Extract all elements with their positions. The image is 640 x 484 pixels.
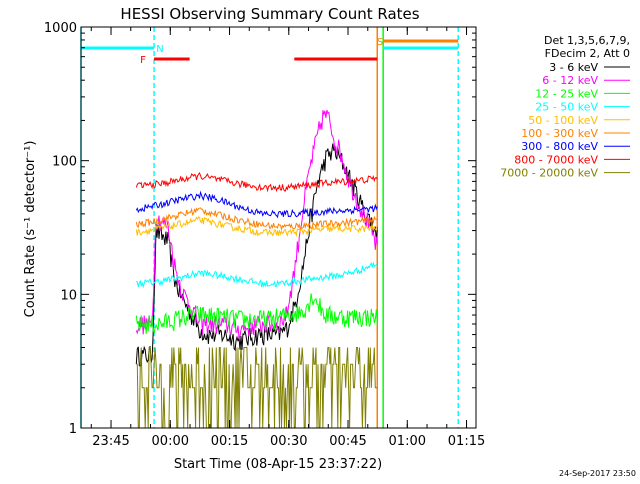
legend: Det 1,3,5,6,7,9,FDecim 2, Att 03 - 6 keV… [500,34,630,180]
annotation-label-s: S [377,37,383,48]
plot-frame [80,26,477,429]
y-tick-label-0: 1 [69,422,77,437]
legend-label-7: 800 - 7000 keV [514,153,598,166]
series-line-7 [135,171,378,193]
y-tick-label-1: 10 [60,288,77,303]
axes: 23:45 00:00 00:15 00:30 00:45 01:00 01:15 1 10 10… [44,21,485,449]
legend-header-1: FDecim 2, Att 0 [545,47,630,60]
legend-label-3: 25 - 50 keV [535,101,598,114]
x-axis-label: Start Time (08-Apr-15 23:37:22) [174,457,382,472]
y-tick-label-3: 1000 [44,21,77,36]
x-tick-label-3: 00:30 [270,434,307,449]
x-tick-label-4: 00:45 [329,434,366,449]
legend-label-8: 7000 - 20000 keV [500,167,598,180]
series-line-6 [135,190,378,219]
data-series [135,109,378,429]
series-line-8 [136,347,378,429]
series-line-2 [135,293,378,335]
legend-header-0: Det 1,3,5,6,7,9, [544,34,630,47]
x-tick-label-1: 00:00 [152,434,189,449]
x-tick-label-2: 00:15 [211,434,248,449]
legend-label-2: 12 - 25 keV [535,87,598,100]
annotation-label-n: N [156,44,163,55]
x-tick-label-6: 01:15 [448,434,485,449]
legend-label-4: 50 - 100 keV [528,114,598,127]
series-line-5 [135,207,378,231]
chart-title: HESSI Observing Summary Count Rates [120,5,419,23]
legend-label-0: 3 - 6 keV [549,61,598,74]
annotation-label-f: F [140,55,146,66]
legend-label-5: 100 - 300 keV [521,127,598,140]
series-line-0 [135,143,378,367]
series-line-4 [135,216,378,238]
annotation-bars: FN S [81,37,459,66]
legend-label-6: 300 - 800 keV [521,140,598,153]
y-tick-label-2: 100 [52,155,77,170]
legend-label-1: 6 - 12 keV [542,74,598,87]
series-line-1 [135,109,378,339]
x-tick-label-5: 01:00 [389,434,426,449]
y-axis-label: Count Rate (s⁻¹ detector⁻¹) [23,141,38,318]
x-tick-label-0: 23:45 [92,434,129,449]
series-line-3 [135,261,378,289]
footer-date: 24-Sep-2017 23:50 [559,469,636,478]
